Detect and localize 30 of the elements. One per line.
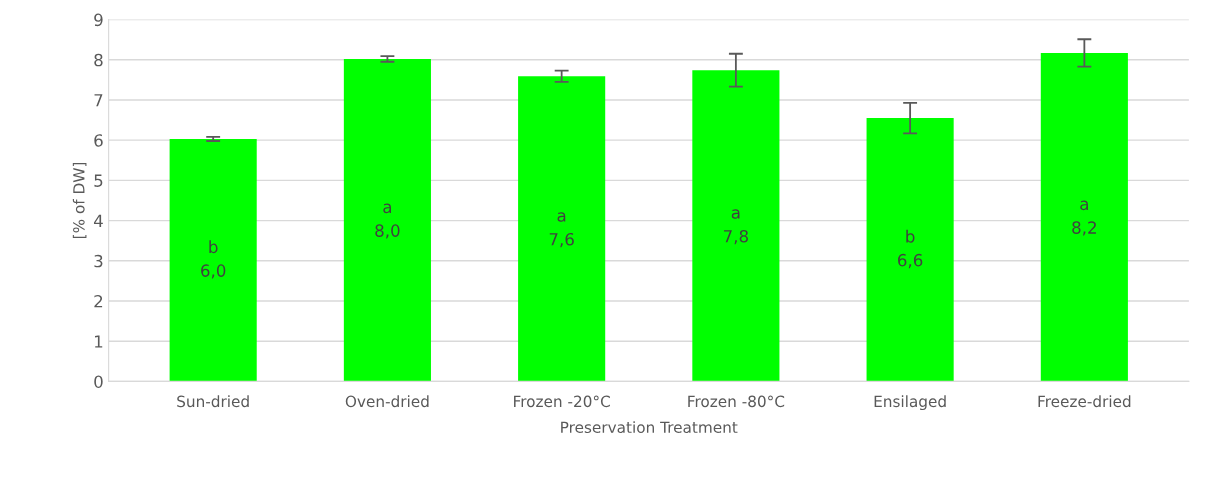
bar bbox=[866, 118, 954, 382]
bar bbox=[1040, 52, 1128, 382]
y-tick-label: 7 bbox=[94, 94, 103, 107]
bar bbox=[692, 70, 780, 382]
y-tick-label: 8 bbox=[94, 53, 103, 67]
data-label: a 7,6 bbox=[549, 212, 574, 248]
y-tick-label: 6 bbox=[94, 134, 103, 147]
y-tick-label: 9 bbox=[94, 13, 103, 27]
x-tick-label: Oven-dried bbox=[345, 395, 429, 408]
x-axis-title: Preservation Treatment bbox=[561, 421, 738, 434]
y-tick-label: 2 bbox=[94, 294, 103, 308]
y-tick-label: 3 bbox=[94, 254, 103, 268]
y-tick-label: 5 bbox=[94, 174, 103, 187]
y-tick-label: 4 bbox=[93, 214, 103, 227]
bar bbox=[343, 58, 431, 382]
x-tick-label: Frozen -80°C bbox=[688, 395, 785, 408]
data-label: b 6,0 bbox=[201, 240, 226, 279]
data-label: a 8,2 bbox=[1072, 200, 1096, 236]
x-tick-label: Frozen -20°C bbox=[514, 395, 610, 408]
data-label: a 7,8 bbox=[724, 209, 748, 245]
bar bbox=[518, 76, 606, 382]
data-label: b 6,6 bbox=[898, 229, 923, 269]
y-axis-title: [% of DW] bbox=[72, 162, 87, 239]
data-label: a 8,0 bbox=[375, 203, 400, 239]
y-tick-label: 1 bbox=[95, 335, 103, 348]
x-tick-label: Ensilaged bbox=[874, 395, 946, 411]
bar bbox=[169, 138, 257, 382]
x-tick-label: Sun-dried bbox=[177, 395, 249, 408]
y-tick-label: 0 bbox=[94, 375, 103, 388]
x-tick-label: Freeze-dried bbox=[1038, 395, 1131, 408]
